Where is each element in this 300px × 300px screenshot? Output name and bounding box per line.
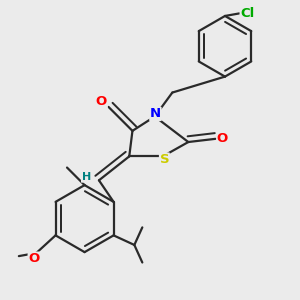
Text: Cl: Cl [240,7,254,20]
Text: H: H [82,172,91,182]
Text: O: O [96,95,107,108]
Text: S: S [160,153,169,166]
Text: O: O [28,252,40,265]
Text: O: O [217,132,228,145]
Text: N: N [150,107,161,120]
